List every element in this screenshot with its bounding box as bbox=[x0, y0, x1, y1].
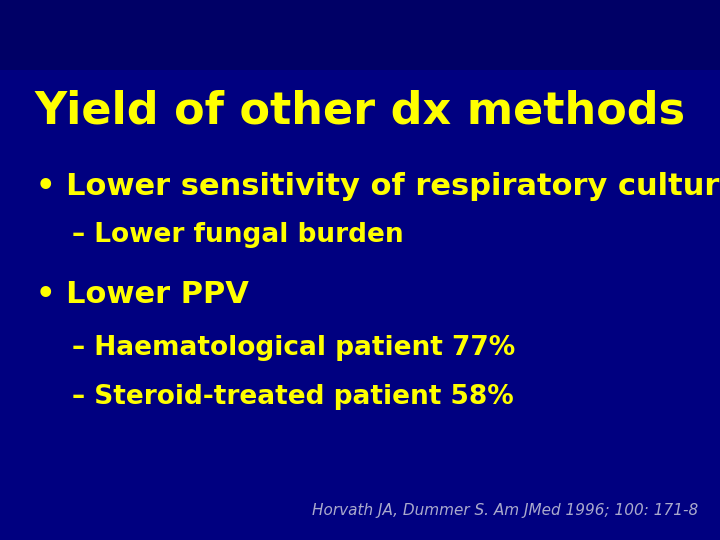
Bar bbox=[0, 0, 720, 70]
Text: – Steroid-treated patient 58%: – Steroid-treated patient 58% bbox=[72, 384, 514, 410]
Text: Yield of other dx methods: Yield of other dx methods bbox=[35, 89, 685, 132]
Text: Horvath JA, Dummer S. Am JMed 1996; 100: 171-8: Horvath JA, Dummer S. Am JMed 1996; 100:… bbox=[312, 503, 698, 518]
Text: • Lower PPV: • Lower PPV bbox=[36, 280, 249, 309]
Text: – Haematological patient 77%: – Haematological patient 77% bbox=[72, 335, 516, 361]
Text: • Lower sensitivity of respiratory cultures: • Lower sensitivity of respiratory cultu… bbox=[36, 172, 720, 201]
Text: – Lower fungal burden: – Lower fungal burden bbox=[72, 222, 404, 248]
